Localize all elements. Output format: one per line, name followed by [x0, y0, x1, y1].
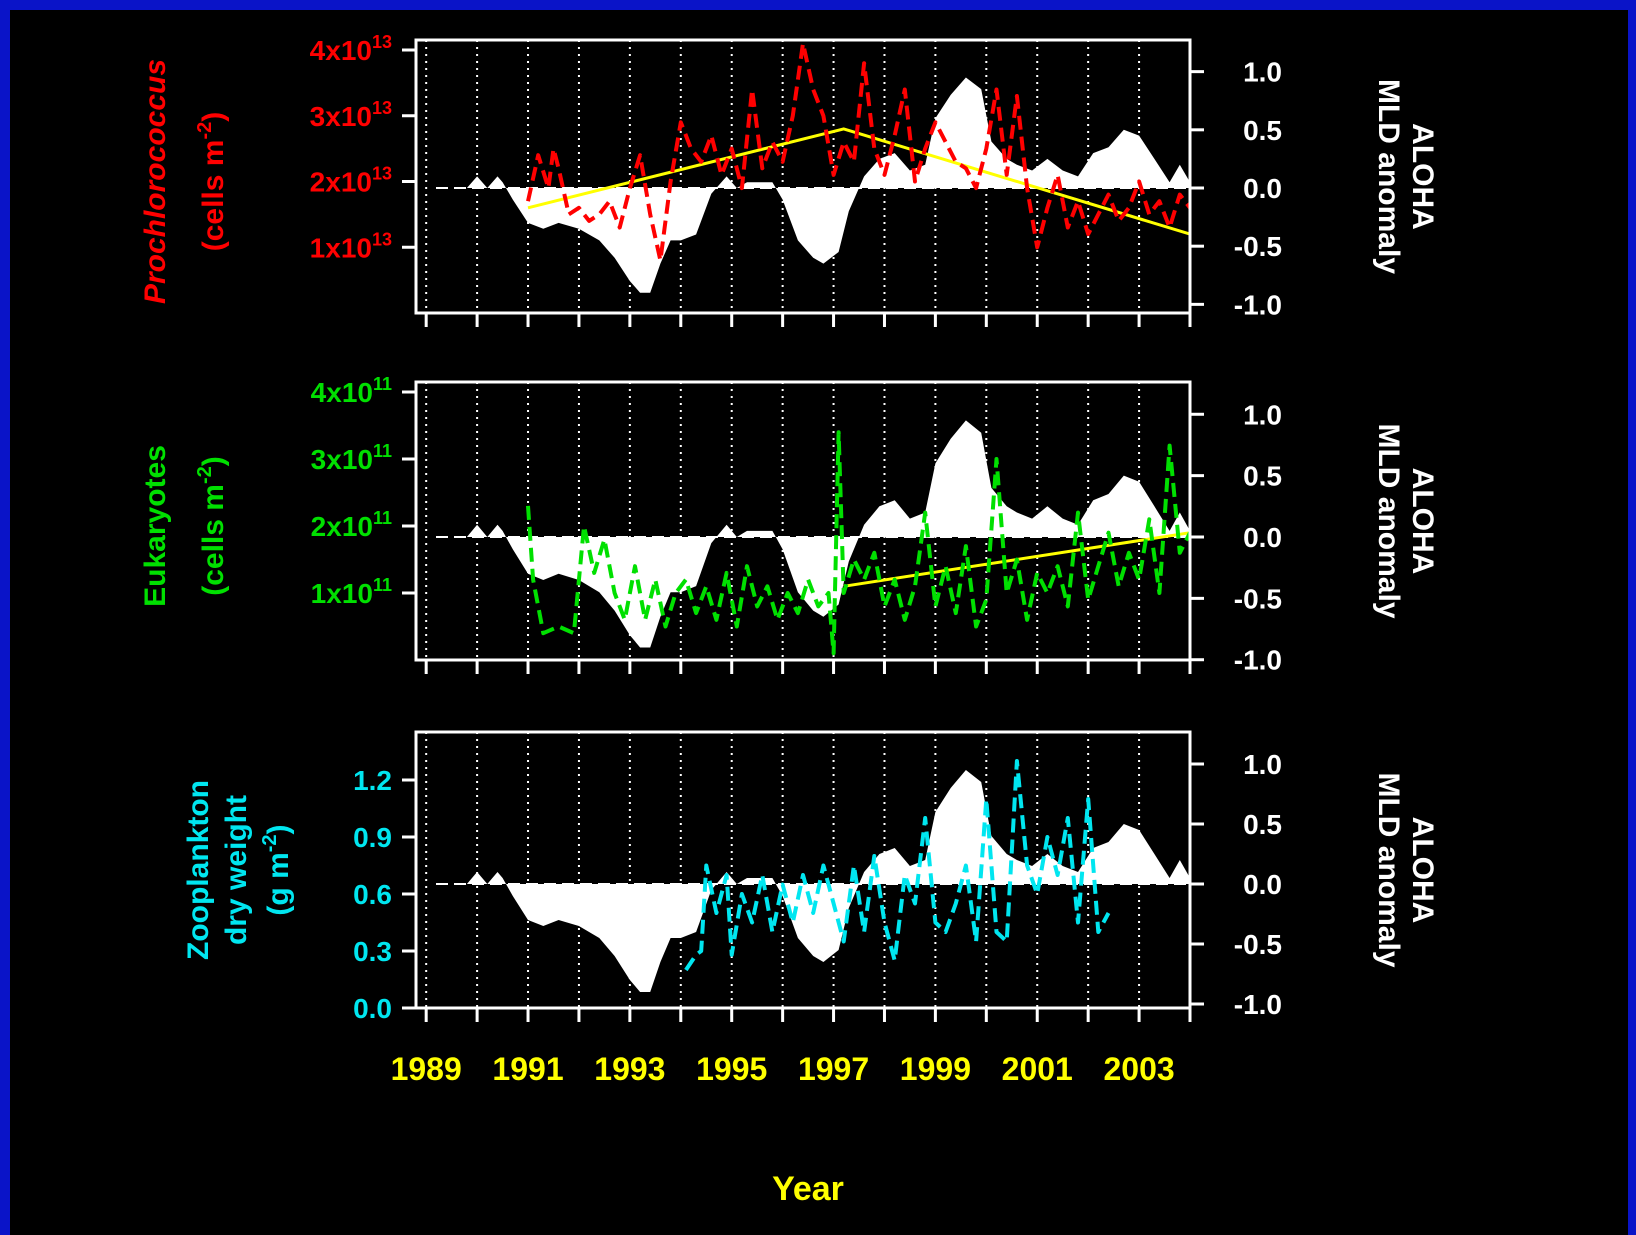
- mld-anomaly-area: [466, 77, 1190, 293]
- series-line-prochlorococcus: [526, 41, 1192, 263]
- left-axis-title: Eukaryotes: [139, 445, 172, 607]
- left-tick-label: 4x1011: [311, 374, 392, 408]
- left-axis-title: Zooplankton: [182, 780, 215, 960]
- left-axis-title: (cells m-2): [194, 112, 230, 252]
- mld-anomaly-figure: 1x1013 2x1013 3x1013 4x1013 -1.0 -0.5 0.0 0.5 1.…: [139, 32, 1439, 1208]
- left-axis-title: (g m-2): [259, 824, 295, 915]
- year-label: 2003: [1103, 1051, 1174, 1087]
- year-label: 1989: [391, 1051, 462, 1087]
- right-tick-label: -1.0: [1234, 645, 1282, 676]
- left-tick-label: 0.6: [353, 879, 392, 910]
- left-tick-label: 3x1011: [311, 441, 392, 475]
- right-tick-label: 1.0: [1243, 57, 1282, 88]
- left-axis-title: dry weight: [220, 795, 253, 945]
- right-tick-label: -0.5: [1234, 929, 1282, 960]
- panel-zooplankton: 0.0 0.3 0.6 0.9 1.2 -1.0 -0.5 0.0 0.5 1.0 ALOHAMLD…: [182, 730, 1439, 1024]
- mld-anomaly-area: [466, 420, 1190, 648]
- left-tick-label: 1.2: [353, 765, 392, 796]
- left-tick-label: 1x1011: [311, 575, 392, 609]
- left-tick-label: 2x1011: [311, 508, 392, 542]
- year-label: 1991: [492, 1051, 563, 1087]
- right-tick-label: -1.0: [1234, 989, 1282, 1020]
- series-line-zooplankton: [684, 759, 1111, 972]
- year-label: 1995: [696, 1051, 767, 1087]
- right-tick-label: 0.5: [1243, 115, 1282, 146]
- left-tick-label: 2x1013: [310, 164, 392, 198]
- left-tick-label: 3x1013: [310, 98, 392, 132]
- plot-frame: [414, 380, 1192, 662]
- x-axis-title: Year: [772, 1170, 844, 1208]
- right-tick-label: 0.0: [1243, 173, 1282, 204]
- plot-frame: [414, 730, 1192, 1010]
- right-tick-label: -0.5: [1234, 231, 1282, 262]
- right-tick-label: 0.0: [1243, 869, 1282, 900]
- year-label: 2001: [1002, 1051, 1073, 1087]
- left-tick-label: 4x1013: [310, 32, 392, 66]
- right-tick-label: 0.5: [1243, 461, 1282, 492]
- figure-frame: 1x1013 2x1013 3x1013 4x1013 -1.0 -0.5 0.0 0.5 1.…: [10, 10, 1628, 1235]
- right-tick-label: 0.0: [1243, 522, 1282, 553]
- left-axis-title: Prochlorococcus: [139, 59, 172, 304]
- left-tick-label: 0.0: [353, 993, 392, 1024]
- year-label: 1999: [900, 1051, 971, 1087]
- left-tick-label: 1x1013: [310, 229, 392, 263]
- panel-prochlorococcus: 1x1013 2x1013 3x1013 4x1013 -1.0 -0.5 0.0 0.5 1.…: [139, 32, 1439, 327]
- left-axis-title: (cells m-2): [194, 456, 230, 596]
- mld-anomaly-area: [466, 770, 1190, 992]
- plot-frame: [414, 38, 1192, 315]
- year-label: 1997: [798, 1051, 869, 1087]
- right-axis-title: ALOHAMLD anomaly: [1372, 772, 1439, 967]
- panel-eukaryotes: 1x1011 2x1011 3x1011 4x1011 -1.0 -0.5 0.0 0.5 1.…: [139, 374, 1439, 676]
- left-tick-label: 0.3: [353, 936, 392, 967]
- right-tick-label: 0.5: [1243, 809, 1282, 840]
- right-axis-title: ALOHAMLD anomaly: [1372, 79, 1439, 274]
- left-tick-label: 0.9: [353, 822, 392, 853]
- series-line-eukaryotes: [526, 430, 1192, 656]
- right-tick-label: 1.0: [1243, 749, 1282, 780]
- right-tick-label: -0.5: [1234, 583, 1282, 614]
- right-tick-label: -1.0: [1234, 289, 1282, 320]
- right-tick-label: 1.0: [1243, 399, 1282, 430]
- year-label: 1993: [594, 1051, 665, 1087]
- right-axis-title: ALOHAMLD anomaly: [1372, 423, 1439, 618]
